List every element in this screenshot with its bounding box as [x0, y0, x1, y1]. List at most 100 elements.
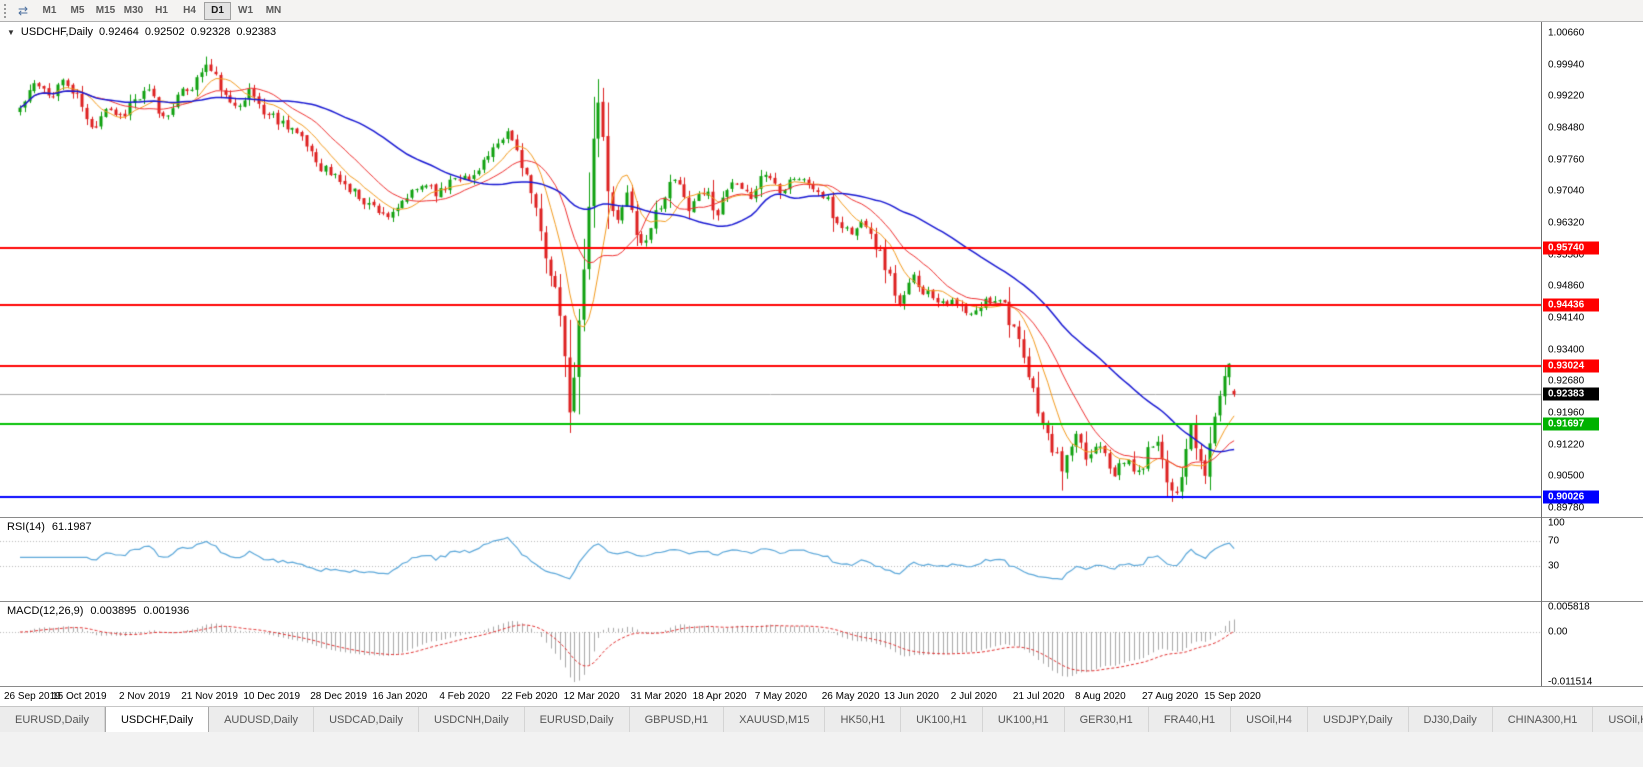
price-tick-label: 0.94860 [1548, 280, 1585, 292]
macd-tick-label: -0.011514 [1548, 676, 1593, 687]
price-tick-label: 0.99220 [1548, 90, 1585, 102]
macd-label: MACD(12,26,9) 0.003895 0.001936 [7, 605, 189, 617]
price-tick-label: 0.98480 [1548, 122, 1585, 134]
open-value: 0.92464 [99, 26, 139, 38]
chart-tab[interactable]: XAUUSD,M15 [724, 707, 826, 732]
price-axis-separator [1541, 22, 1542, 686]
rsi-canvas[interactable] [0, 518, 1541, 601]
date-axis[interactable]: 26 Sep 2019 15 Oct 2019 2 Nov 2019 21 Nov 2… [0, 686, 1643, 706]
chart-tabs-bar: EURUSD,Daily USDCHF,Daily AUDUSD,Daily USDC… [0, 706, 1643, 732]
macd-tick-label: 0.00 [1548, 626, 1568, 638]
timeframe-button-m15[interactable]: M15 [92, 2, 119, 20]
date-axis-label: 12 Mar 2020 [563, 691, 620, 702]
timeframe-button-w1[interactable]: W1 [232, 2, 259, 20]
macd-panel[interactable]: MACD(12,26,9) 0.003895 0.001936 0.005818… [0, 601, 1643, 687]
price-tick-label: 0.96320 [1548, 217, 1585, 229]
price-tick-label: 0.94140 [1548, 312, 1585, 324]
level-price-badge: 0.93024 [1543, 359, 1599, 373]
timeframe-button-mn[interactable]: MN [260, 2, 287, 20]
chart-tab[interactable]: HK50,H1 [825, 707, 902, 732]
chart-tab[interactable]: EURUSD,Daily [524, 707, 630, 732]
chart-tab[interactable]: UK100,H1 [901, 707, 983, 732]
level-price-badge: 0.91697 [1543, 417, 1599, 431]
symbol-ohlc-header: ▼ USDCHF,Daily 0.92464 0.92502 0.92328 0… [7, 26, 276, 38]
chart-tab[interactable]: USDCAD,Daily [314, 707, 420, 732]
chart-tab[interactable]: UK100,H1 [982, 707, 1065, 732]
price-tick-label: 0.91220 [1548, 439, 1585, 451]
date-axis-label: 7 May 2020 [754, 691, 808, 702]
timeframe-button-h1[interactable]: H1 [148, 2, 175, 20]
price-tick-label: 0.92680 [1548, 375, 1585, 387]
chart-tab[interactable]: USOil,H4 [1231, 707, 1309, 732]
price-tick-label: 1.00660 [1548, 27, 1585, 39]
date-axis-label: 26 May 2020 [821, 691, 880, 702]
toolbar-grip[interactable] [4, 3, 10, 18]
chart-tab[interactable]: CHINA300,H1 [1492, 707, 1594, 732]
chart-tab[interactable]: FRA40,H1 [1148, 707, 1232, 732]
rsi-value: 61.1987 [51, 521, 92, 533]
statusbar-area [0, 732, 1643, 767]
price-tick-label: 0.97040 [1548, 185, 1585, 197]
rsi-panel[interactable]: RSI(14) 61.1987 100 70 30 [0, 517, 1643, 601]
symbol-label: USDCHF,Daily [20, 26, 94, 38]
level-price-badge: 0.94436 [1543, 298, 1599, 312]
close-value: 0.92383 [236, 26, 277, 38]
chart-period-icon[interactable]: ⇄ [17, 3, 29, 18]
timeframe-buttons: M1 M5 M15 M30 H1 H4 D1 W1 MN [36, 1, 287, 20]
chart-tab[interactable]: USDJPY,Daily [1308, 707, 1409, 732]
date-axis-label: 21 Jul 2020 [1012, 691, 1065, 702]
rsi-tick-label: 100 [1548, 517, 1565, 529]
price-tick-label: 0.93400 [1548, 344, 1585, 356]
date-axis-label: 4 Feb 2020 [439, 691, 490, 702]
date-axis-label: 22 Feb 2020 [501, 691, 558, 702]
chart-tab[interactable]: USOil,H [1593, 707, 1643, 732]
chart-tab[interactable]: EURUSD,Daily [0, 707, 105, 732]
low-value: 0.92328 [190, 26, 231, 38]
candlestick-canvas[interactable] [0, 22, 1541, 517]
chart-tab[interactable]: USDCNH,Daily [419, 707, 525, 732]
level-price-badge: 0.90026 [1543, 490, 1599, 504]
date-axis-label: 15 Oct 2019 [52, 691, 107, 702]
price-tick-label: 0.97760 [1548, 154, 1585, 166]
date-axis-label: 2 Jul 2020 [950, 691, 997, 702]
chart-tab[interactable]: GER30,H1 [1064, 707, 1149, 732]
price-tick-label: 0.91960 [1548, 407, 1585, 419]
macd-tick-label: 0.005818 [1548, 601, 1590, 613]
price-tick-label: 0.99940 [1548, 59, 1585, 71]
date-axis-label: 16 Jan 2020 [372, 691, 428, 702]
rsi-name: RSI(14) [7, 521, 45, 533]
date-axis-label: 15 Sep 2020 [1204, 691, 1261, 702]
date-axis-label: 18 Apr 2020 [692, 691, 747, 702]
high-value: 0.92502 [144, 26, 185, 38]
date-axis-label: 21 Nov 2019 [181, 691, 238, 702]
date-axis-label: 28 Dec 2019 [310, 691, 367, 702]
macd-name: MACD(12,26,9) [7, 605, 84, 617]
timeframe-button-m30[interactable]: M30 [120, 2, 147, 20]
rsi-label: RSI(14) 61.1987 [7, 521, 92, 533]
chart-tab[interactable]: USDCHF,Daily [104, 707, 210, 732]
price-tick-label: 0.90500 [1548, 470, 1585, 482]
timeframe-button-h4[interactable]: H4 [176, 2, 203, 20]
date-axis-label: 8 Aug 2020 [1075, 691, 1126, 702]
chart-tab[interactable]: DJ30,Daily [1408, 707, 1493, 732]
price-chart-panel[interactable]: ▼ USDCHF,Daily 0.92464 0.92502 0.92328 0… [0, 22, 1643, 517]
macd-main-value: 0.003895 [90, 605, 137, 617]
price-tick-label: 0.89780 [1548, 502, 1585, 514]
chart-tab[interactable]: AUDUSD,Daily [209, 707, 315, 732]
date-axis-label: 27 Aug 2020 [1141, 691, 1199, 702]
timeframe-button-m1[interactable]: M1 [36, 2, 63, 20]
current-price-badge: 0.92383 [1543, 387, 1599, 401]
chart-tab[interactable]: GBPUSD,H1 [629, 707, 725, 732]
timeframe-button-m5[interactable]: M5 [64, 2, 91, 20]
date-axis-label: 31 Mar 2020 [630, 691, 687, 702]
level-price-badge: 0.95740 [1543, 241, 1599, 255]
macd-signal-value: 0.001936 [143, 605, 190, 617]
price-tick-label: 0.95580 [1548, 249, 1585, 261]
rsi-tick-label: 70 [1548, 535, 1560, 547]
rsi-tick-label: 30 [1548, 560, 1560, 572]
collapse-arrow-icon[interactable]: ▼ [7, 27, 15, 37]
date-axis-label: 2 Nov 2019 [119, 691, 171, 702]
macd-canvas[interactable] [0, 602, 1541, 686]
timeframe-button-d1[interactable]: D1 [204, 1, 231, 20]
